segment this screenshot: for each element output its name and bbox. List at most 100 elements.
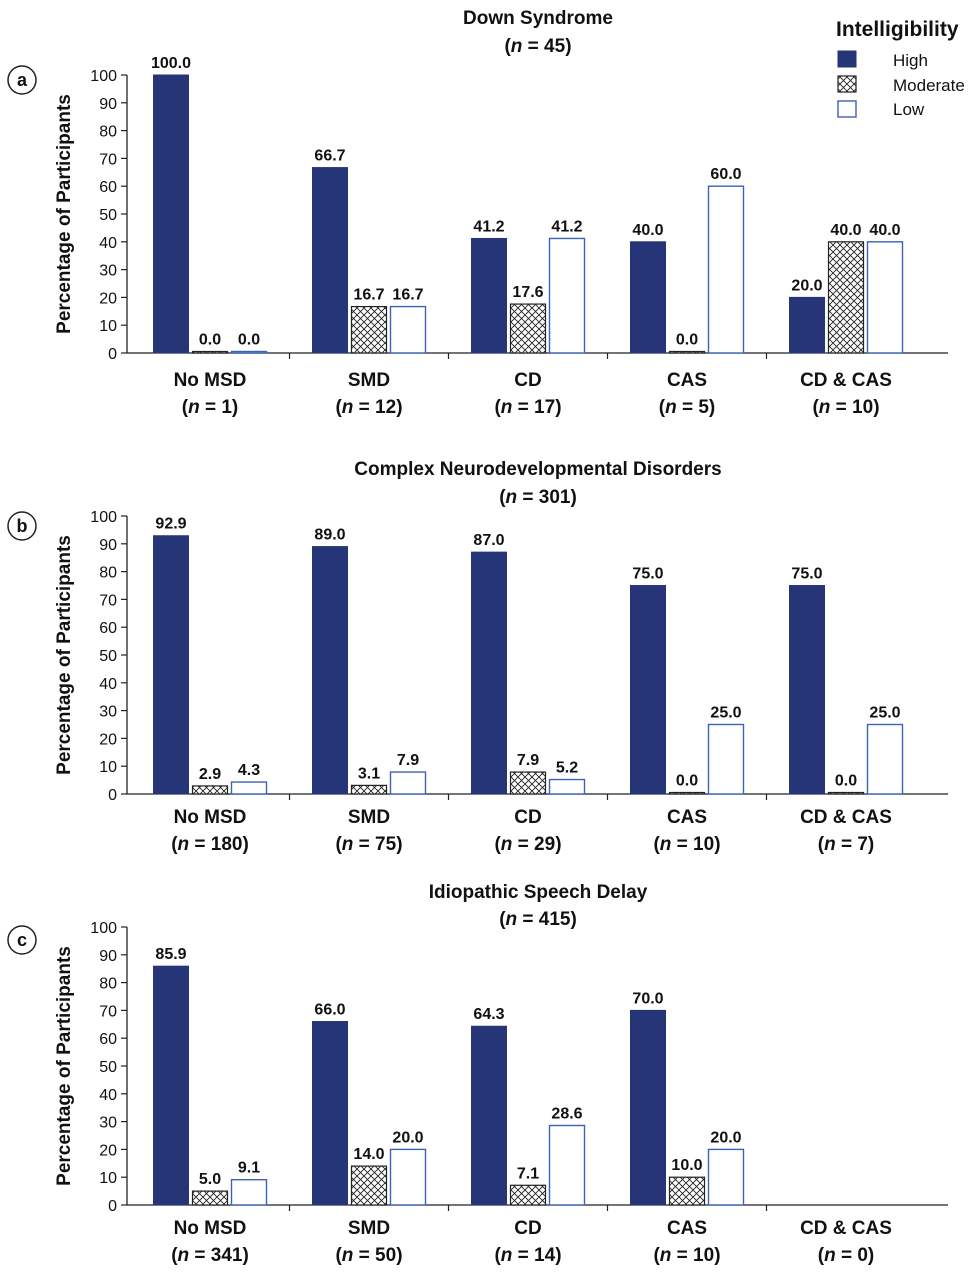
data-label: 0.0 — [676, 773, 698, 790]
y-tick-label: 70 — [99, 151, 117, 168]
legend-label-low: Low — [893, 100, 925, 119]
y-tick-label: 100 — [90, 920, 117, 937]
y-tick-label: 50 — [99, 1059, 117, 1076]
bar-moderate — [827, 241, 865, 354]
y-tick-label: 40 — [99, 676, 117, 693]
category-n-label: (n = 12) — [335, 397, 402, 418]
legend-title: Intelligibility — [836, 18, 959, 41]
category-label: SMD — [348, 1218, 390, 1239]
bar-low — [389, 1148, 427, 1206]
bar-high — [153, 965, 189, 1206]
data-label: 17.6 — [512, 284, 543, 301]
category-label: CD — [514, 1218, 541, 1239]
chart-title: Complex Neurodevelopmental Disorders — [354, 459, 721, 480]
category-label: CAS — [667, 370, 707, 391]
category-n-label: (n = 10) — [812, 397, 879, 418]
chart-title-n: (n = 415) — [499, 909, 577, 930]
panel-label-circle — [7, 925, 37, 955]
bar-low — [230, 1179, 268, 1206]
y-tick-label: 10 — [99, 759, 117, 776]
bar-low — [230, 350, 268, 354]
y-tick-label: 10 — [99, 1170, 117, 1187]
data-label: 28.6 — [551, 1105, 582, 1122]
chart-title: Idiopathic Speech Delay — [429, 882, 648, 903]
category-label: SMD — [348, 807, 390, 828]
data-label: 5.0 — [199, 1171, 221, 1188]
data-label: 100.0 — [151, 55, 191, 72]
bar-moderate — [191, 785, 229, 795]
category-label: CD — [514, 807, 541, 828]
data-label: 89.0 — [314, 527, 345, 544]
data-label: 5.2 — [556, 760, 578, 777]
bar-high — [312, 1021, 348, 1206]
bar-high — [153, 535, 189, 795]
bar-moderate — [668, 350, 706, 354]
category-label: No MSD — [174, 807, 247, 828]
data-label: 92.9 — [155, 516, 186, 533]
data-label: 14.0 — [353, 1146, 384, 1163]
bar-high — [471, 551, 507, 795]
bar-high — [471, 237, 507, 354]
panel-label: a — [17, 70, 28, 90]
bar-moderate — [350, 784, 388, 795]
legend-swatch-high — [837, 50, 857, 68]
category-n-label: (n = 180) — [171, 834, 249, 855]
data-label: 85.9 — [155, 946, 186, 963]
y-tick-label: 40 — [99, 1087, 117, 1104]
legend-swatch-low — [837, 100, 857, 118]
data-label: 75.0 — [791, 566, 822, 583]
panel-b-chart: b Complex Neurodevelopmental Disorders (n … — [7, 459, 948, 855]
data-label: 9.1 — [238, 1160, 260, 1177]
bar-high — [789, 296, 825, 354]
bar-high — [471, 1025, 507, 1206]
category-label: CD — [514, 370, 541, 391]
data-label: 7.1 — [517, 1165, 539, 1182]
bar-high — [630, 241, 666, 354]
bar-moderate — [350, 305, 388, 354]
category-n-label: (n = 10) — [653, 834, 720, 855]
bar-moderate — [509, 303, 547, 354]
data-label: 4.3 — [238, 762, 260, 779]
legend-label-high: High — [893, 51, 928, 70]
category-label: CD & CAS — [800, 370, 892, 391]
data-label: 64.3 — [473, 1006, 504, 1023]
bar-high — [630, 585, 666, 795]
legend: Intelligibility High Moderate Low — [836, 18, 965, 119]
category-label: CD & CAS — [800, 807, 892, 828]
bar-low — [230, 781, 268, 795]
chart-title: Down Syndrome — [463, 8, 613, 29]
data-label: 40.0 — [869, 222, 900, 239]
y-tick-label: 90 — [99, 537, 117, 554]
legend-swatch-moderate — [837, 75, 857, 93]
bar-low — [548, 237, 586, 354]
data-label: 10.0 — [671, 1157, 702, 1174]
panel-label: c — [17, 930, 27, 950]
y-tick-label: 30 — [99, 263, 117, 280]
y-axis-label: Percentage of Participants — [54, 946, 75, 1186]
bar-low — [548, 1124, 586, 1206]
category-n-label: (n = 75) — [335, 834, 402, 855]
data-label: 20.0 — [791, 277, 822, 294]
bar-moderate — [509, 1184, 547, 1206]
data-label: 75.0 — [632, 566, 663, 583]
data-label: 25.0 — [869, 705, 900, 722]
data-label: 60.0 — [710, 166, 741, 183]
category-n-label: (n = 50) — [335, 1245, 402, 1266]
category-n-label: (n = 10) — [653, 1245, 720, 1266]
data-label: 2.9 — [199, 766, 221, 783]
chart-title-n: (n = 301) — [499, 487, 577, 508]
panel-label-circle — [7, 511, 37, 541]
data-label: 66.0 — [314, 1002, 345, 1019]
bar-moderate — [509, 771, 547, 795]
bar-moderate — [668, 791, 706, 795]
y-tick-label: 70 — [99, 592, 117, 609]
category-label: CD & CAS — [800, 1218, 892, 1239]
data-label: 16.7 — [392, 287, 423, 304]
y-axis-label: Percentage of Participants — [54, 535, 75, 775]
bar-low — [707, 723, 745, 795]
data-label: 40.0 — [830, 222, 861, 239]
bar-high — [630, 1009, 666, 1206]
bar-moderate — [191, 350, 229, 354]
data-label: 20.0 — [710, 1129, 741, 1146]
